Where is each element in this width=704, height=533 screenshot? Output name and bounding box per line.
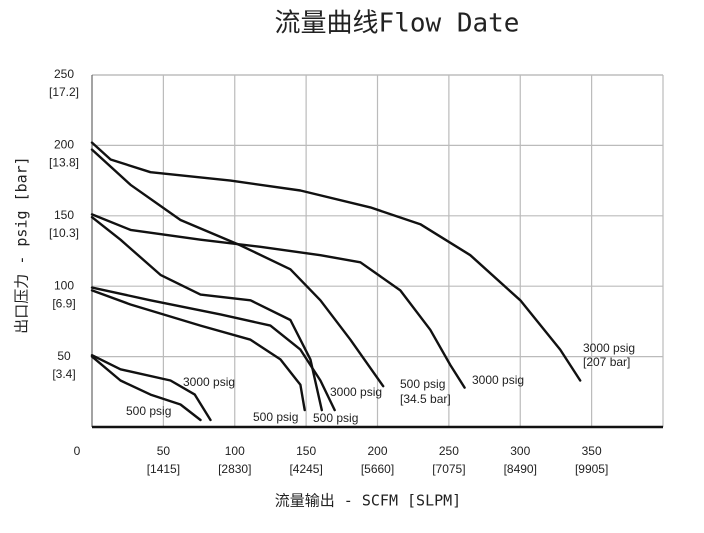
annotation: 500 psig [253,410,298,424]
annotation: [34.5 bar] [400,392,451,406]
annotation: [207 bar] [583,355,630,369]
y-tick-label: 150 [54,208,74,222]
x-tick-label: 300 [510,444,530,458]
annotation: 3000 psig [583,341,635,355]
y-tick-label: 100 [54,278,74,292]
y-tick-bar-label: [10.3] [49,226,79,240]
x-tick-slpm-label: [1415] [147,462,180,476]
annotation: 3000 psig [472,373,524,387]
chart-title: 流量曲线Flow Date [275,9,520,39]
y-tick-label: 200 [54,138,74,152]
x-tick-label: 250 [439,444,459,458]
x-tick-label: 350 [582,444,602,458]
x-tick-label: 50 [157,444,171,458]
y-axis-label: 出口压力 - psig [bar] [13,156,31,333]
y-tick-label: 50 [57,349,71,363]
annotation: 500 psig [126,404,171,418]
flow-curve [90,141,582,382]
annotation: 500 psig [313,411,358,425]
flow-curve [90,354,212,422]
x-tick-slpm-label: [8490] [504,462,537,476]
x-tick-slpm-label: [9905] [575,462,608,476]
x-tick-label: 200 [367,444,387,458]
annotation: 3000 psig [183,375,235,389]
x-tick-label: 100 [225,444,245,458]
flow-curve [90,289,306,412]
x-axis-label: 流量输出 - SCFM [SLPM] [275,492,461,510]
y-tick-label: 250 [54,67,74,81]
x-tick-slpm-label: [7075] [432,462,465,476]
flow-curve [90,213,466,389]
x-tick-label: 150 [296,444,316,458]
y-tick-bar-label: [6.9] [52,296,75,310]
flow-curve [90,286,336,412]
flow-curve [90,216,323,412]
x-tick-slpm-label: [5660] [361,462,394,476]
x-tick-slpm-label: [4245] [289,462,322,476]
flow-curve [90,355,202,422]
y-tick-bar-label: [13.8] [49,156,79,170]
x-tick-label: 0 [74,444,81,458]
annotation: 500 psig [400,377,445,391]
annotation: 3000 psig [330,385,382,399]
flow-curve [90,148,385,388]
x-tick-slpm-label: [2830] [218,462,251,476]
y-tick-bar-label: [17.2] [49,85,79,99]
y-tick-bar-label: [3.4] [52,367,75,381]
